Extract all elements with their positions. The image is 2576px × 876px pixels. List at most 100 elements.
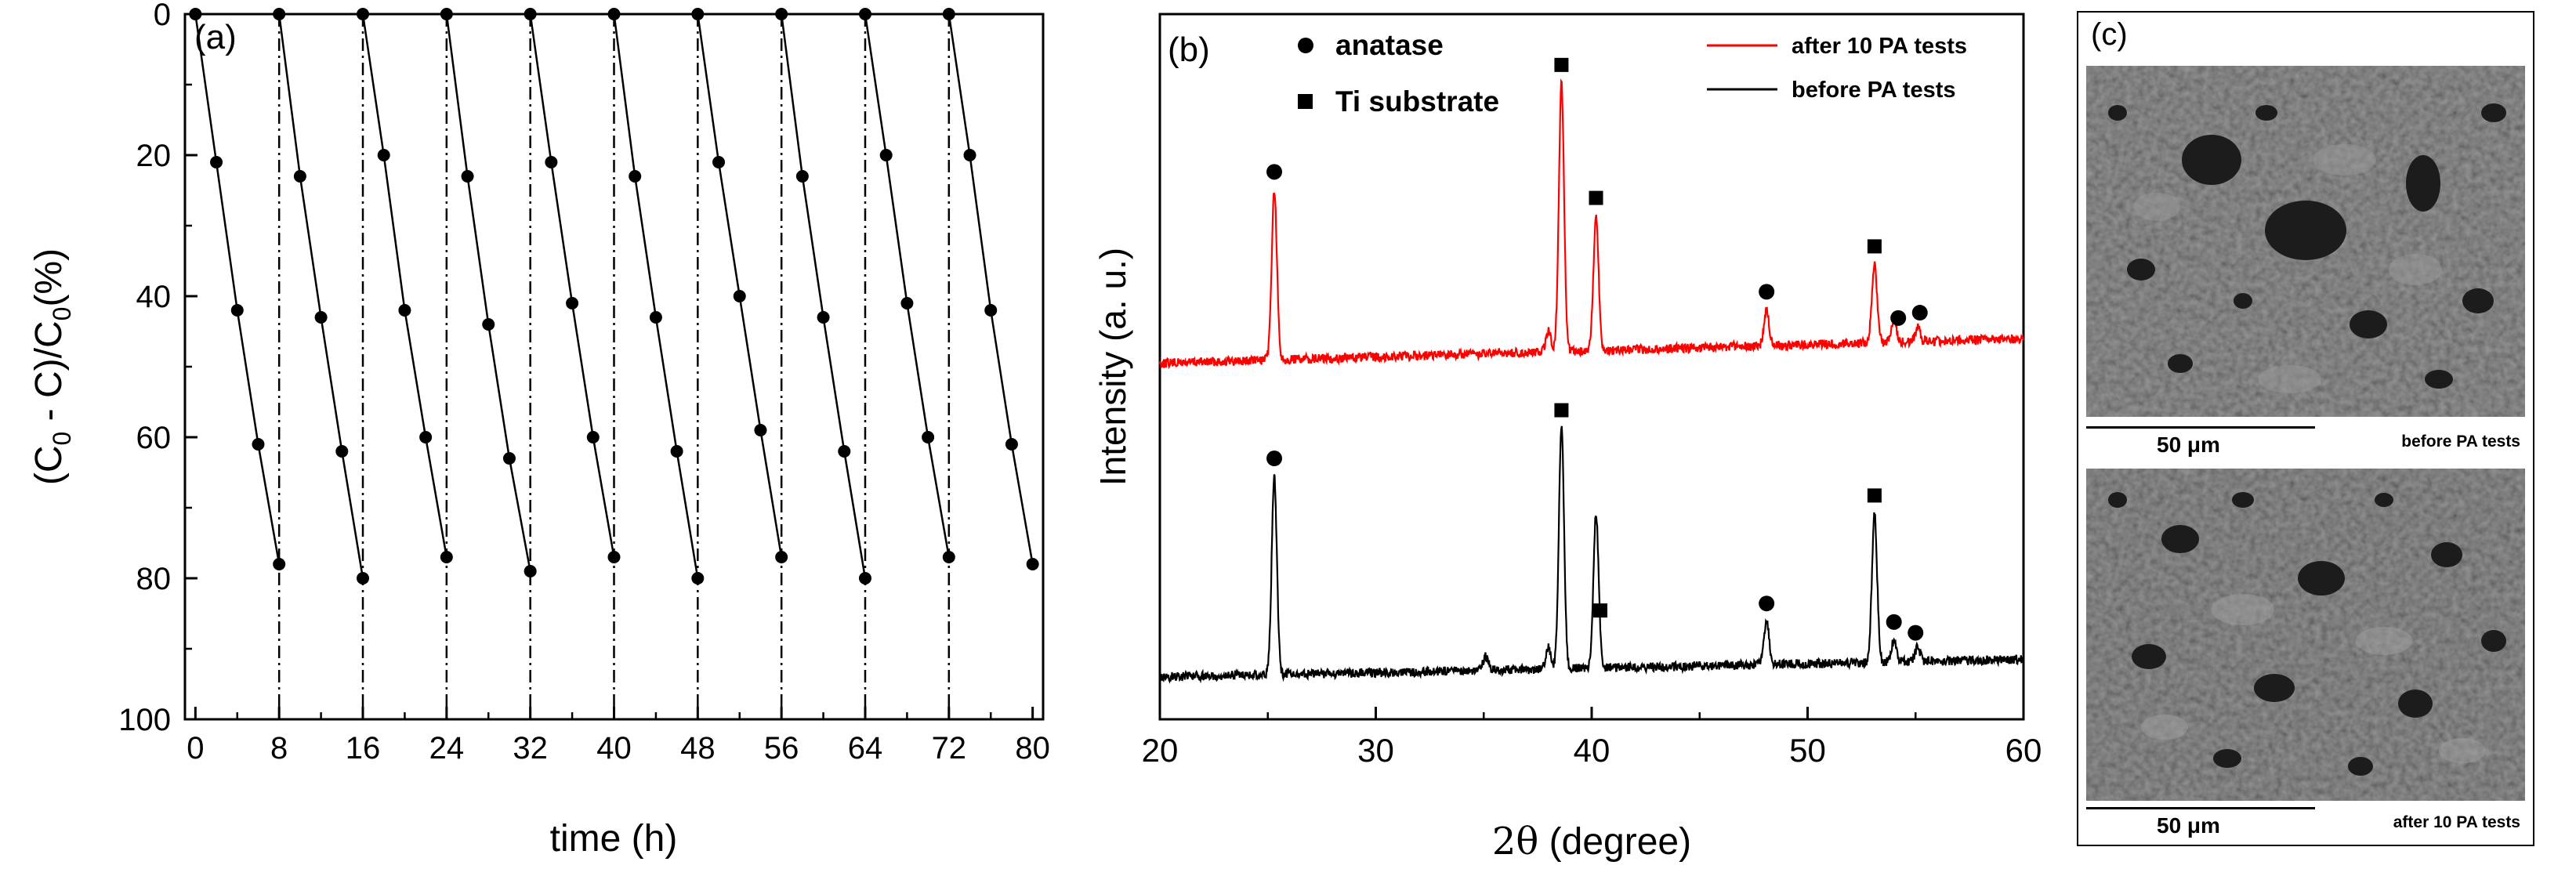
data-point	[942, 551, 955, 563]
x-tick-label: 24	[429, 731, 465, 766]
series-line	[697, 13, 783, 558]
panel-a-y-axis-title: (C0 - C)/C0(%)	[28, 248, 76, 485]
x-tick-label: 50	[1789, 732, 1826, 769]
x-tick-label: 48	[680, 731, 716, 766]
anatase-peak-marker	[1759, 595, 1775, 612]
xrd-trace	[1159, 425, 2025, 684]
data-point	[461, 170, 474, 183]
data-point	[502, 452, 516, 465]
panel-c-micrographs: (c) 50 μm before PA tests	[2077, 11, 2534, 846]
series-line	[780, 13, 867, 579]
ti-peak-marker	[1593, 603, 1608, 618]
series-line	[194, 13, 281, 565]
anatase-peak-marker	[1886, 614, 1902, 630]
data-point	[357, 8, 370, 20]
series-line	[361, 13, 448, 558]
data-point	[775, 8, 788, 20]
data-point	[963, 149, 976, 161]
data-point	[524, 8, 537, 20]
data-point	[817, 311, 830, 324]
series-line	[529, 13, 615, 558]
panel-b-y-axis-title: Intensity (a. u.)	[1092, 248, 1133, 486]
data-point	[440, 8, 453, 20]
data-point	[922, 431, 935, 443]
data-point	[838, 445, 851, 458]
sem-caption-before: 50 μm before PA tests	[2086, 420, 2525, 465]
data-point	[230, 304, 244, 317]
y-tick-label: 40	[136, 280, 172, 314]
xrd-trace	[1158, 78, 2025, 370]
data-point	[398, 304, 411, 317]
series-line	[445, 13, 531, 572]
x-tick-label: 60	[2005, 732, 2042, 769]
data-point	[524, 565, 537, 577]
data-point	[649, 311, 662, 324]
data-point	[293, 170, 306, 183]
data-point	[607, 8, 621, 20]
x-tick-label: 64	[848, 731, 883, 766]
series-line	[864, 13, 951, 558]
series-line	[947, 13, 1034, 565]
scale-bar-label-after: 50 μm	[2157, 813, 2220, 838]
scale-bar-before	[2086, 426, 2315, 429]
panel-b-x-axis-title: 2θ (degree)	[1492, 820, 1691, 863]
panel-b-label: (b)	[1168, 31, 1210, 69]
data-point	[440, 551, 453, 563]
anatase-peak-marker	[1266, 451, 1283, 467]
ti-peak-marker	[1867, 239, 1882, 254]
legend-circle-icon	[1298, 38, 1313, 53]
y-tick-label: 80	[136, 562, 172, 596]
legend-ti-substrate-label: Ti substrate	[1335, 85, 1499, 118]
data-point	[879, 149, 893, 161]
data-point	[858, 572, 871, 585]
ti-peak-marker	[1554, 403, 1569, 418]
panel-a-x-axis-title: time (h)	[550, 818, 678, 860]
caption-before: before PA tests	[2401, 433, 2520, 451]
data-point	[586, 431, 600, 443]
data-point	[984, 304, 998, 317]
x-tick-label: 20	[1142, 732, 1179, 769]
x-tick-label: 16	[346, 731, 381, 766]
data-point	[482, 318, 495, 331]
data-point	[210, 156, 223, 168]
data-point	[1005, 438, 1018, 451]
data-point	[419, 431, 433, 443]
data-point	[712, 156, 726, 168]
data-point	[335, 445, 349, 458]
data-point	[670, 445, 683, 458]
legend-before-label: before PA tests	[1792, 78, 1956, 103]
series-line	[277, 13, 364, 579]
sem-image-before	[2086, 66, 2525, 417]
caption-after: after 10 PA tests	[2393, 813, 2520, 831]
panel-a-label: (a)	[194, 18, 237, 56]
x-tick-label: 32	[513, 731, 548, 766]
x-tick-label: 40	[1574, 732, 1610, 769]
data-point	[691, 8, 705, 20]
legend-after-label: after 10 PA tests	[1792, 34, 1967, 59]
scale-bar-after	[2086, 807, 2315, 809]
data-point	[795, 170, 809, 183]
data-point	[189, 8, 202, 20]
data-point	[691, 572, 705, 585]
y-tick-label: 60	[136, 421, 172, 455]
data-point	[858, 8, 871, 20]
data-point	[545, 156, 558, 168]
anatase-peak-marker	[1266, 164, 1283, 180]
panel-b-marker-legend: anatase Ti substrate	[1298, 29, 1499, 118]
y-tick-label: 20	[136, 139, 172, 173]
panel-b-chart: 20 30 40 50 60 (b) 2θ (degree) Intensity (a.…	[1092, 13, 2042, 863]
sem-caption-after: 50 μm after 10 PA tests	[2086, 801, 2525, 840]
legend-square-icon	[1298, 94, 1313, 109]
panel-c-label: (c)	[2091, 17, 2128, 52]
ti-peak-marker	[1867, 488, 1882, 503]
data-point	[273, 558, 286, 570]
data-point	[942, 8, 955, 20]
x-tick-label: 30	[1357, 732, 1394, 769]
ti-peak-marker	[1554, 57, 1569, 72]
x-tick-label: 0	[187, 731, 204, 766]
data-point	[252, 438, 265, 451]
sem-image-after	[2086, 469, 2525, 801]
data-point	[754, 424, 767, 436]
panel-a-chart: 0 8 16 24 32 40 48 56 64 72 80 0 20 40 60 80 100 (a) tim…	[28, 0, 1050, 860]
x-tick-label: 72	[932, 731, 967, 766]
